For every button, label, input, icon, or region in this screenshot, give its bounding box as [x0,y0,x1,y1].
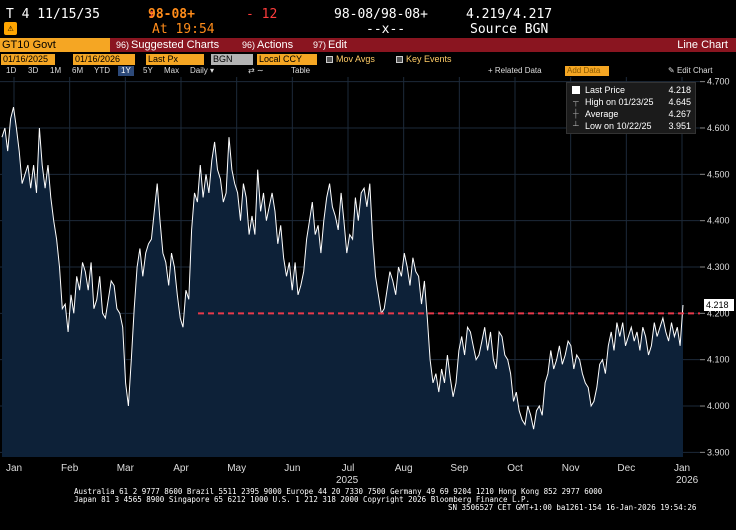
price-chart[interactable]: 4.700 4.600 4.500 4.400 4.300 4.200 4.100 4.000… [0,77,736,486]
high-marker-icon: ┬ [573,97,579,106]
y-tick-label: 4.000 [707,401,730,411]
average-marker-icon: ┼ [573,109,579,118]
x-axis: Jan Feb Mar Apr May Jun Jul Aug Sep Oct Nov Dec Jan2… [6,463,699,486]
pricing-source-select[interactable]: BGN [211,54,253,65]
chart-legend[interactable]: Last Price 4.218 ┬ High on 01/23/25 4.64… [566,82,696,134]
range-1d[interactable]: 1D [6,66,17,75]
x-tick-label: Jan [674,463,690,474]
x-tick-label: Feb [61,463,79,474]
range-5y[interactable]: 5Y [143,66,153,75]
range-bar: 1D 3D 1M 6M YTD 1Y 5Y Max Daily ▾ ⇄ ∼ Ta… [0,65,736,77]
range-1m[interactable]: 1M [50,66,62,75]
chart-mode-icons[interactable]: ⇄ ∼ [248,66,264,75]
y-tick-label: 3.900 [707,447,730,457]
y-tick-label: 4.600 [707,123,730,133]
last-price-tag-label: 4.218 [706,300,729,310]
footer-session-info: SN 3506527 CET GMT+1:00 ba1261-154 16-Ja… [448,503,697,512]
x-tick-label: Oct [507,463,523,474]
x-tick-label: Apr [173,463,189,474]
command-bar: GT10 Govt 96) Suggested Charts 96) Actions… [0,38,736,52]
y-tick-label: 4.500 [707,169,730,179]
year-label: 2026 [676,475,699,484]
footer: Australia 61 2 9777 8600 Brazil 5511 239… [0,486,736,530]
bid-ask-sizes: --x-- [366,22,406,37]
range-max[interactable]: Max [164,66,180,75]
x-tick-label: Sep [450,463,468,474]
start-date-field[interactable]: 01/16/2025 [1,54,55,65]
x-tick-label: Nov [562,463,580,474]
key-events-toggle[interactable]: Key Events [396,54,452,65]
chart-svg: 4.700 4.600 4.500 4.400 4.300 4.200 4.100 4.000… [0,77,736,486]
x-tick-label: Jan [6,463,22,474]
y-tick-label: 4.200 [707,308,730,318]
edit-chart-button[interactable]: ✎ Edit Chart [668,66,713,75]
low-marker-icon: ┴ [573,121,579,130]
price-area [2,107,683,457]
y-axis: 4.700 4.600 4.500 4.400 4.300 4.200 4.100 4.000… [700,77,730,457]
frequency-select[interactable]: Daily ▾ [190,66,215,75]
x-tick-label: Dec [617,463,635,474]
legend-last-price: Last Price 4.218 [567,84,695,96]
pricing-source: Source BGN [470,22,549,37]
bid-ask-yields: 4.219/4.217 [466,7,553,22]
range-1y[interactable]: 1Y [118,66,134,76]
related-data-button[interactable]: + Related Data [488,66,542,75]
footer-contacts-1: Australia 61 2 9777 8600 Brazil 5511 239… [74,487,603,496]
x-tick-label: Jun [284,463,300,474]
series-swatch [572,86,580,94]
last-price-marker: 4.218 [704,299,734,311]
edit-menu[interactable]: 97) Edit [313,39,347,51]
quote-bar: T 4 11/15/35 ⚠ ↓ 98-08+ At 19:54 - 12 98-… [0,0,736,38]
year-label: 2025 [336,475,359,484]
edit-icon: ✎ [668,66,675,75]
checkbox-icon [396,56,403,63]
checkbox-icon [326,56,333,63]
table-button[interactable]: Table [291,66,311,75]
range-6m[interactable]: 6M [72,66,84,75]
legend-low: ┴ Low on 10/22/25 3.951 [573,121,691,131]
net-change: - 12 [246,7,278,22]
mov-avgs-toggle[interactable]: Mov Avgs [326,54,375,65]
actions-menu[interactable]: 96) Actions [242,39,294,51]
suggested-charts-menu[interactable]: 96) Suggested Charts [116,39,220,51]
x-tick-label: Jul [342,463,355,474]
bid-ask-prices: 98-08/98-08+ [334,7,428,22]
last-price-tag [704,299,734,311]
add-data-field[interactable]: Add Data [565,66,609,76]
price-field-select[interactable]: Last Px [146,54,204,65]
security-name: T 4 11/15/35 [6,7,100,22]
alert-icon[interactable]: ⚠ [4,22,17,35]
currency-select[interactable]: Local CCY [257,54,317,65]
x-tick-label: Mar [117,463,135,474]
last-price-value: 98-08+ [148,7,195,22]
range-ytd[interactable]: YTD [94,66,110,75]
x-tick-label: May [227,463,246,474]
end-date-field[interactable]: 01/16/2026 [73,54,135,65]
last-trade-time: At 19:54 [152,22,215,37]
ticker-field[interactable]: GT10 Govt [0,38,110,52]
down-arrow-icon: ↓ [148,7,156,22]
chart-type-label: Line Chart [677,39,728,51]
range-3d[interactable]: 3D [28,66,39,75]
controls-bar: 01/16/2025 01/16/2026 Last Px BGN Local … [0,53,736,65]
y-tick-label: 4.100 [707,355,730,365]
y-tick-label: 4.300 [707,262,730,272]
y-tick-label: 4.700 [707,77,730,87]
y-tick-label: 4.400 [707,216,730,226]
legend-average: ┼ Average 4.267 [573,109,691,119]
footer-contacts-2: Japan 81 3 4565 8900 Singapore 65 6212 1… [74,495,531,504]
x-tick-label: Aug [395,463,413,474]
legend-high: ┬ High on 01/23/25 4.645 [573,97,691,107]
price-line [1,106,684,430]
